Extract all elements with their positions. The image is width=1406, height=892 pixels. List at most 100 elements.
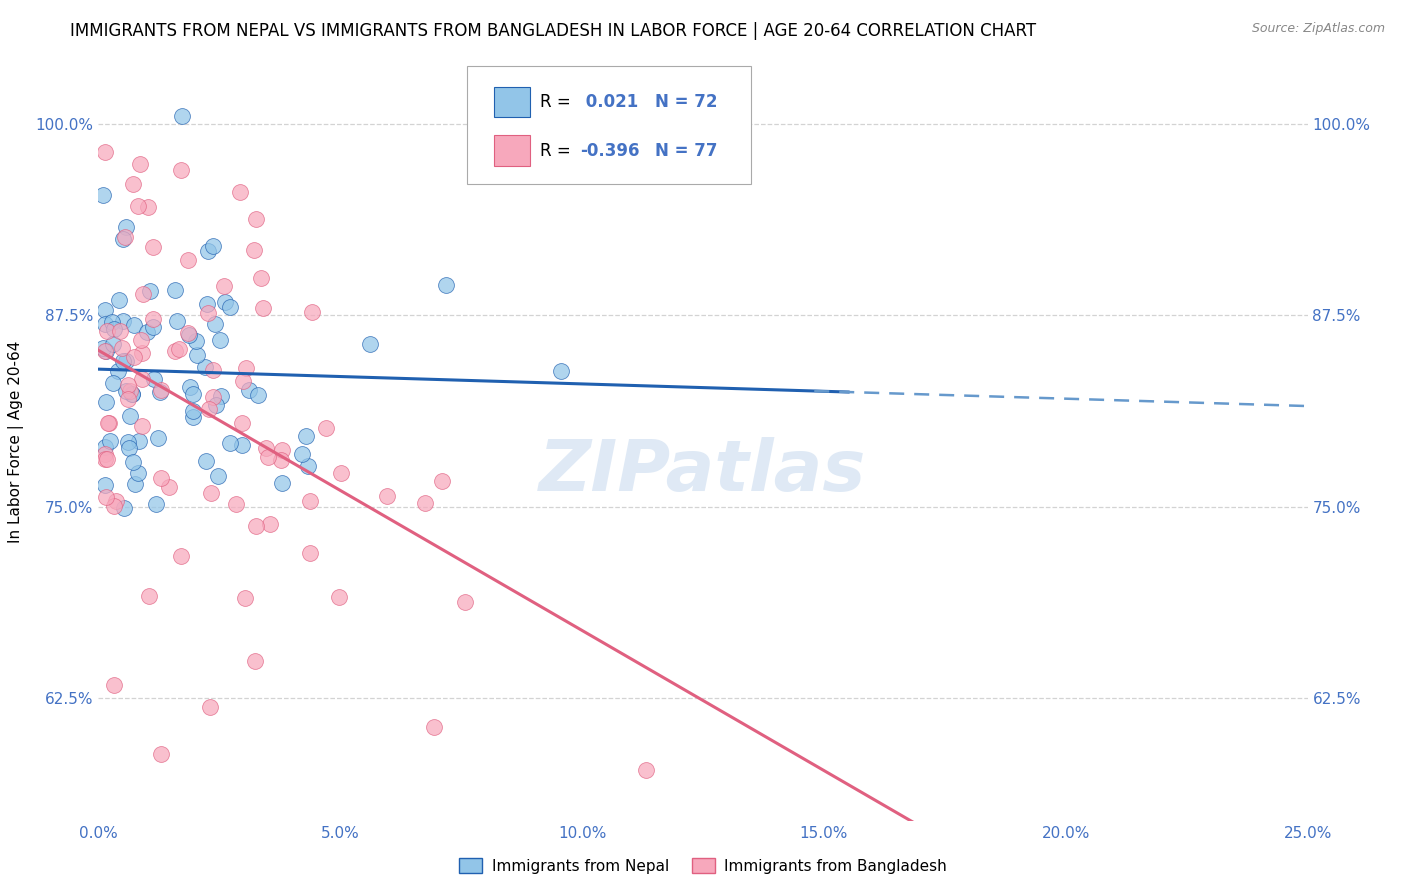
Point: [131, 372, 153, 386]
Point: [218, 436, 240, 450]
Point: [209, 389, 232, 403]
Point: [235, 360, 257, 375]
Point: [157, 480, 180, 494]
FancyBboxPatch shape: [494, 87, 530, 117]
Point: [103, 322, 125, 336]
Point: [634, 763, 657, 777]
Text: N = 72: N = 72: [655, 93, 717, 111]
Point: [194, 454, 217, 468]
Point: [167, 342, 190, 356]
Point: [94, 447, 117, 461]
Point: [238, 383, 260, 397]
Point: [197, 306, 219, 320]
Point: [131, 418, 153, 433]
FancyBboxPatch shape: [467, 66, 751, 184]
Point: [94, 303, 117, 318]
Legend: Immigrants from Nepal, Immigrants from Bangladesh: Immigrants from Nepal, Immigrants from B…: [453, 852, 953, 880]
Point: [208, 333, 231, 347]
Point: [200, 486, 222, 500]
Point: [150, 747, 173, 761]
Point: [297, 458, 319, 473]
Point: [179, 327, 201, 342]
Point: [111, 313, 134, 327]
Point: [270, 475, 292, 490]
Point: [150, 383, 173, 397]
Point: [245, 654, 267, 668]
Point: [96, 395, 118, 409]
Point: [233, 591, 256, 605]
Text: IMMIGRANTS FROM NEPAL VS IMMIGRANTS FROM BANGLADESH IN LABOR FORCE | AGE 20-64 C: IMMIGRANTS FROM NEPAL VS IMMIGRANTS FROM…: [70, 22, 1036, 40]
Point: [124, 318, 146, 332]
Point: [259, 516, 281, 531]
Point: [139, 284, 162, 298]
Point: [270, 452, 292, 467]
Point: [218, 300, 240, 314]
Point: [96, 452, 118, 467]
Point: [94, 452, 117, 467]
Point: [291, 447, 314, 461]
Point: [186, 348, 208, 362]
Point: [122, 350, 145, 364]
Point: [245, 212, 267, 227]
Point: [413, 496, 436, 510]
Point: [254, 441, 277, 455]
Point: [166, 314, 188, 328]
Point: [101, 376, 124, 390]
Point: [127, 199, 149, 213]
Point: [176, 253, 198, 268]
Point: [124, 477, 146, 491]
Point: [550, 364, 572, 378]
Point: [214, 295, 236, 310]
Point: [257, 450, 280, 464]
Point: [142, 240, 165, 254]
Point: [198, 699, 221, 714]
Text: R =: R =: [540, 93, 576, 111]
Point: [422, 720, 444, 734]
Point: [232, 374, 254, 388]
Point: [143, 372, 166, 386]
Point: [103, 678, 125, 692]
Point: [104, 493, 127, 508]
Y-axis label: In Labor Force | Age 20-64: In Labor Force | Age 20-64: [8, 341, 24, 542]
Point: [181, 386, 204, 401]
Point: [198, 402, 221, 417]
Point: [117, 378, 139, 392]
FancyBboxPatch shape: [494, 136, 530, 166]
Point: [177, 326, 200, 340]
Point: [163, 284, 186, 298]
Point: [94, 343, 117, 358]
Point: [118, 442, 141, 456]
Point: [229, 185, 252, 199]
Point: [117, 435, 139, 450]
Point: [112, 500, 135, 515]
Point: [195, 297, 218, 311]
Point: [163, 343, 186, 358]
Point: [194, 360, 217, 375]
Point: [93, 318, 115, 332]
Point: [141, 319, 163, 334]
Point: [197, 244, 219, 258]
Point: [150, 470, 173, 484]
Point: [271, 442, 294, 457]
Point: [295, 429, 318, 443]
Point: [145, 497, 167, 511]
Point: [115, 354, 138, 368]
Point: [377, 489, 399, 503]
Point: [101, 315, 124, 329]
Text: 0.021: 0.021: [579, 93, 638, 111]
Point: [103, 499, 125, 513]
Point: [315, 421, 337, 435]
Point: [129, 157, 152, 171]
Point: [434, 277, 457, 292]
Point: [94, 440, 117, 454]
Point: [122, 455, 145, 469]
Point: [142, 312, 165, 326]
Point: [328, 590, 350, 604]
Point: [96, 324, 118, 338]
Point: [181, 409, 204, 424]
Point: [201, 239, 224, 253]
Point: [120, 384, 142, 398]
Text: -0.396: -0.396: [579, 142, 640, 160]
Point: [207, 469, 229, 483]
Point: [231, 416, 253, 430]
